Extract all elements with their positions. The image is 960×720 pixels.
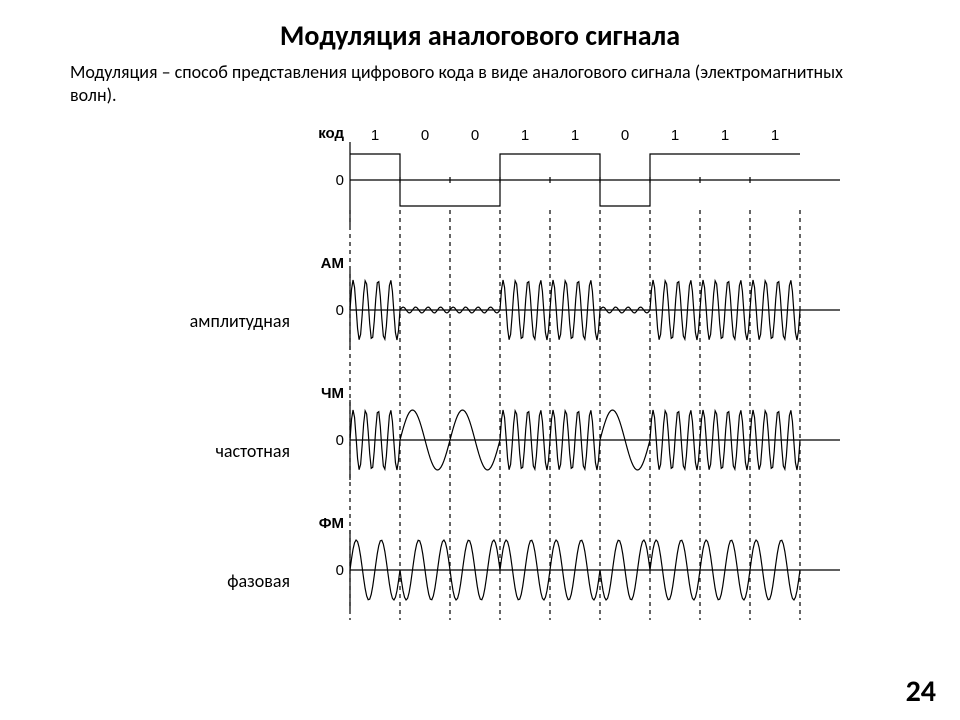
- svg-text:1: 1: [571, 127, 579, 144]
- svg-text:код: код: [318, 125, 344, 142]
- svg-text:0: 0: [336, 562, 344, 579]
- svg-text:ЧМ: ЧМ: [321, 385, 344, 402]
- svg-text:АМ: АМ: [321, 255, 344, 272]
- svg-text:1: 1: [671, 127, 679, 144]
- svg-text:0: 0: [336, 432, 344, 449]
- svg-text:1: 1: [771, 127, 779, 144]
- page-subtitle: Модуляция – способ представления цифрово…: [70, 61, 890, 106]
- svg-text:ФМ: ФМ: [319, 515, 344, 532]
- svg-text:0: 0: [471, 127, 479, 144]
- svg-text:0: 0: [336, 302, 344, 319]
- svg-text:1: 1: [521, 127, 529, 144]
- svg-text:0: 0: [336, 172, 344, 189]
- svg-text:1: 1: [371, 127, 379, 144]
- svg-text:0: 0: [621, 127, 629, 144]
- row-label-pm: фазовая: [150, 570, 290, 592]
- page-number: 24: [906, 673, 936, 710]
- row-label-fm: частотная: [150, 440, 290, 462]
- diagram-area: амплитудная частотная фазовая код 0 1 0 0 1 1 0…: [0, 120, 960, 640]
- svg-text:0: 0: [421, 127, 429, 144]
- modulation-diagram: код 0 1 0 0 1 1 0 1 1 1 АМ 0 ЧМ 0 ФМ 0: [300, 120, 920, 640]
- svg-text:1: 1: [721, 127, 729, 144]
- page-title: Модуляция аналогового сигнала: [0, 18, 960, 53]
- row-label-am: амплитудная: [150, 310, 290, 332]
